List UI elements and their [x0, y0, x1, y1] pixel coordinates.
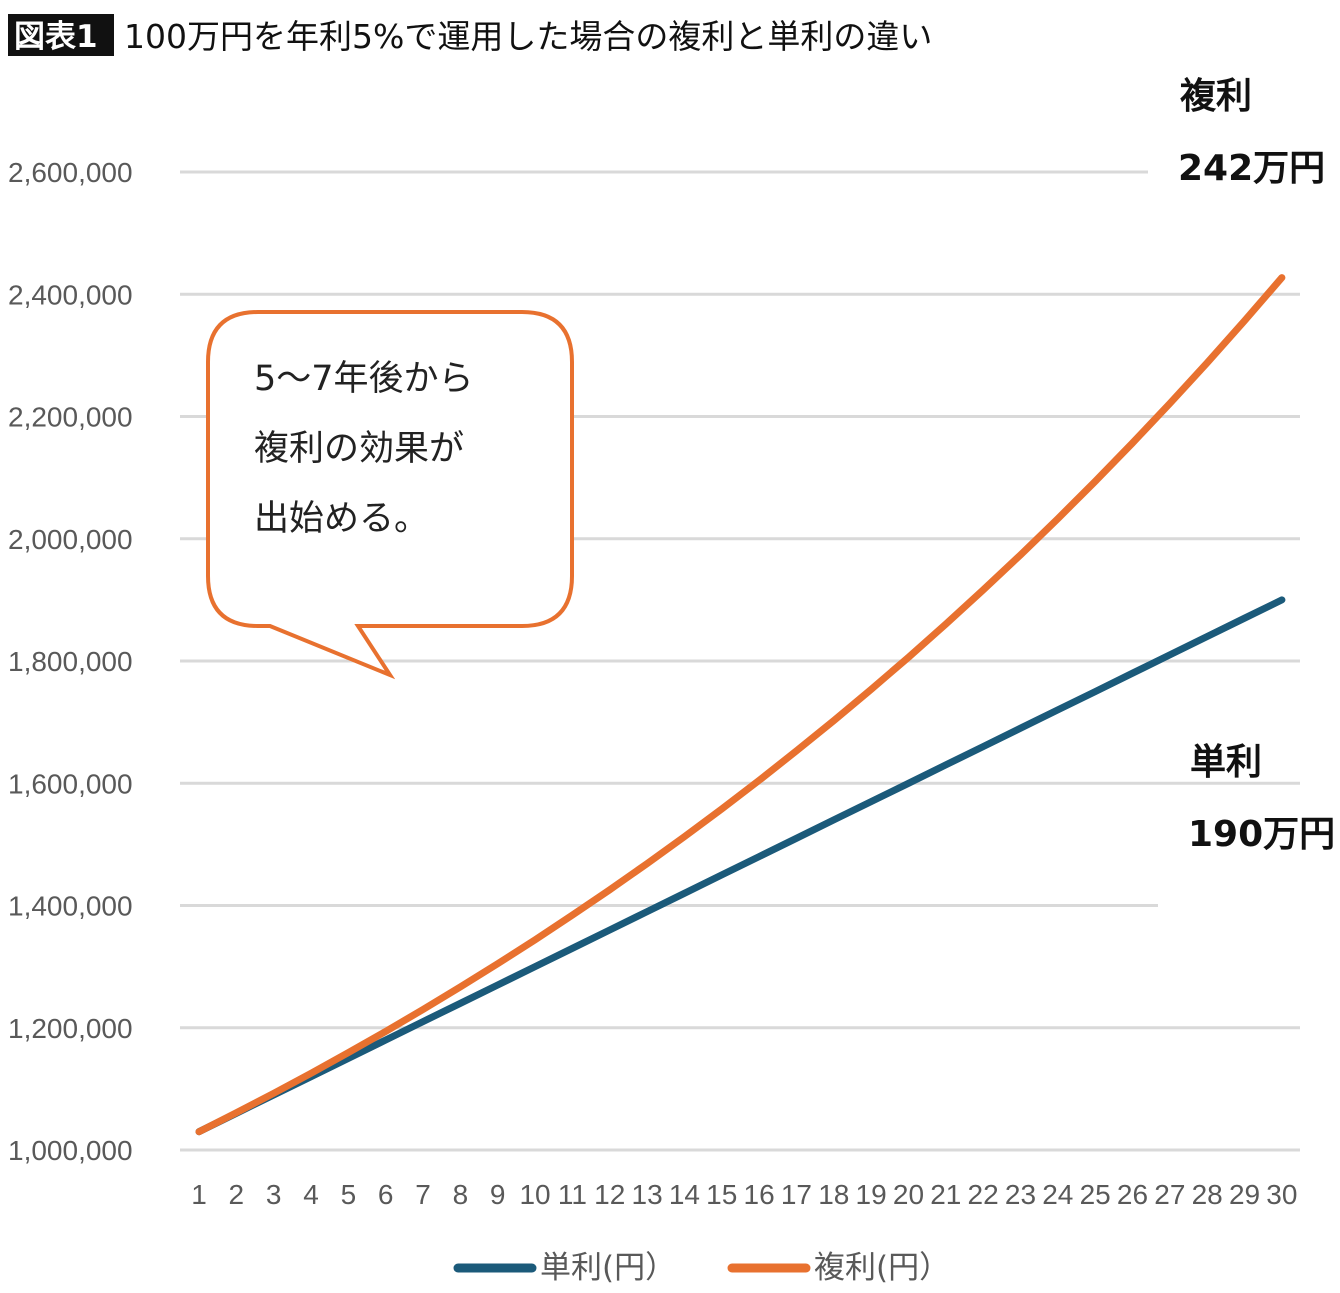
x-tick-label: 28: [1192, 1179, 1223, 1210]
x-tick-label: 5: [341, 1179, 357, 1210]
x-tick-label: 19: [856, 1179, 887, 1210]
x-tick-label: 18: [818, 1179, 849, 1210]
series-lines: [195, 274, 1286, 1136]
compound-value: 242万円: [1178, 148, 1325, 189]
x-tick-label: 27: [1154, 1179, 1185, 1210]
legend-simple: 単利(円）: [540, 1250, 676, 1286]
y-tick-label: 2,200,000: [8, 402, 133, 433]
x-tick-label: 4: [303, 1179, 319, 1210]
y-tick-label: 1,400,000: [8, 891, 133, 922]
x-tick-label: 21: [930, 1179, 961, 1210]
x-tick-label: 26: [1117, 1179, 1148, 1210]
x-tick-label: 9: [490, 1179, 506, 1210]
callout-line-2: 複利の効果が: [254, 429, 464, 469]
y-tick-label: 1,800,000: [8, 646, 133, 677]
compound-label: 複利: [1180, 76, 1252, 117]
x-tick-label: 10: [519, 1179, 550, 1210]
gridlines: [180, 170, 1300, 1152]
simple-series-line: [195, 596, 1286, 1136]
y-tick-label: 1,200,000: [8, 1013, 133, 1044]
y-tick-label: 1,000,000: [8, 1135, 133, 1166]
legend-compound: 複利(円）: [814, 1250, 950, 1286]
x-tick-label: 3: [266, 1179, 282, 1210]
x-tick-label: 13: [632, 1179, 663, 1210]
x-tick-label: 15: [706, 1179, 737, 1210]
x-tick-label: 14: [669, 1179, 700, 1210]
simple-label: 単利: [1190, 742, 1262, 783]
legend: 単利(円） 複利(円）: [453, 1250, 950, 1286]
figure-badge-bg: [8, 14, 114, 56]
x-tick-label: 11: [558, 1179, 587, 1210]
chart-title: 100万円を年利5%で運用した場合の複利と単利の違い: [124, 17, 932, 56]
y-tick-label: 1,600,000: [8, 768, 133, 799]
compound-series-line: [195, 274, 1286, 1136]
x-tick-label: 12: [594, 1179, 625, 1210]
x-tick-label: 20: [893, 1179, 924, 1210]
callout-bubble: [206, 310, 574, 680]
y-tick-label: 2,000,000: [8, 524, 133, 555]
callout-line-1: 5〜7年後から: [254, 359, 474, 399]
x-tick-label: 23: [1005, 1179, 1036, 1210]
y-tick-label: 2,400,000: [8, 279, 133, 310]
callout-line-3: 出始める。: [254, 499, 429, 539]
y-tick-label: 2,600,000: [8, 157, 133, 188]
x-tick-label: 2: [229, 1179, 245, 1210]
simple-value: 190万円: [1188, 814, 1335, 855]
figure-badge: 図表1: [14, 19, 98, 55]
x-tick-label: 6: [378, 1179, 394, 1210]
x-tick-label: 17: [781, 1179, 812, 1210]
x-tick-label: 25: [1080, 1179, 1111, 1210]
x-tick-label: 22: [968, 1179, 999, 1210]
y-axis-ticks: 1,000,000 1,200,000 1,400,000 1,600,000 1,80…: [8, 157, 133, 1166]
x-tick-label: 1: [191, 1179, 207, 1210]
x-tick-label: 7: [415, 1179, 431, 1210]
x-tick-label: 16: [744, 1179, 775, 1210]
x-tick-label: 29: [1229, 1179, 1260, 1210]
x-tick-label: 30: [1266, 1179, 1297, 1210]
x-tick-label: 8: [453, 1179, 469, 1210]
x-tick-label: 24: [1042, 1179, 1073, 1210]
x-axis-ticks: 1 2 3 4 5 6 7 8 9 10 11 12 13 14 15 16 17 18 19 20 21 22 23 24 2…: [191, 1179, 1297, 1210]
callout: 5〜7年後から 複利の効果が 出始める。: [206, 310, 574, 680]
